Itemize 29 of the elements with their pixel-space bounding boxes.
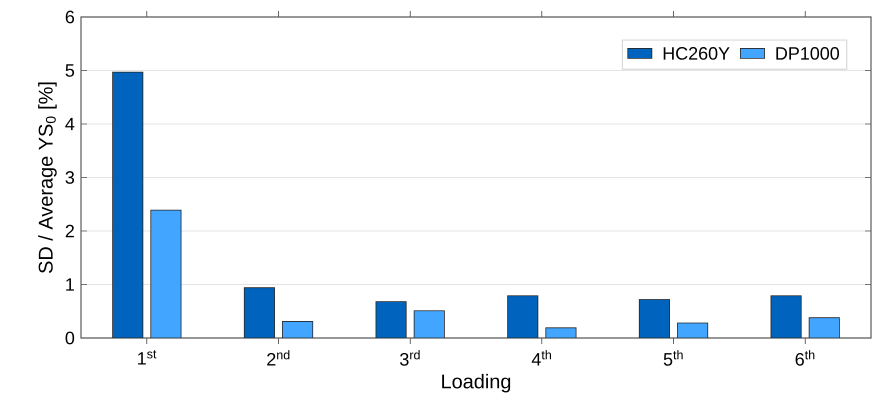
x-axis-title: Loading [442, 374, 510, 392]
bar [150, 210, 182, 338]
y-tick-label: 1 [66, 278, 74, 291]
bar [376, 301, 407, 338]
x-tick-label: 6$^{th}$ [796, 350, 814, 366]
x-tick-label: 1$^{st}$ [138, 350, 156, 365]
x-tick-label: 3$^{rd}$ [400, 350, 420, 366]
legend-label: HC260Y [664, 47, 730, 60]
bar [414, 310, 445, 338]
y-tick-label: 3 [66, 171, 74, 184]
bar [282, 321, 314, 338]
y-axis-title: SD / Average YS$_{0}$ [%] [38, 82, 57, 274]
legend-label: DP1000 [776, 47, 840, 60]
bar [112, 72, 144, 338]
x-tick-label: 4$^{th}$ [532, 350, 551, 366]
y-tick-label: 6 [66, 10, 74, 24]
bar [546, 328, 576, 338]
x-tick-label: 5$^{th}$ [664, 350, 683, 366]
bar [808, 317, 840, 338]
bar [770, 295, 802, 338]
y-tick-label: 2 [66, 224, 74, 238]
y-tick-label: 5 [66, 64, 74, 77]
y-tick-label: 4 [65, 118, 74, 130]
bar [244, 287, 275, 338]
bar [507, 295, 538, 338]
bar [677, 322, 708, 338]
bar [638, 299, 670, 338]
y-tick-label: 0 [66, 332, 74, 344]
x-tick-label: 2$^{nd}$ [267, 350, 290, 366]
